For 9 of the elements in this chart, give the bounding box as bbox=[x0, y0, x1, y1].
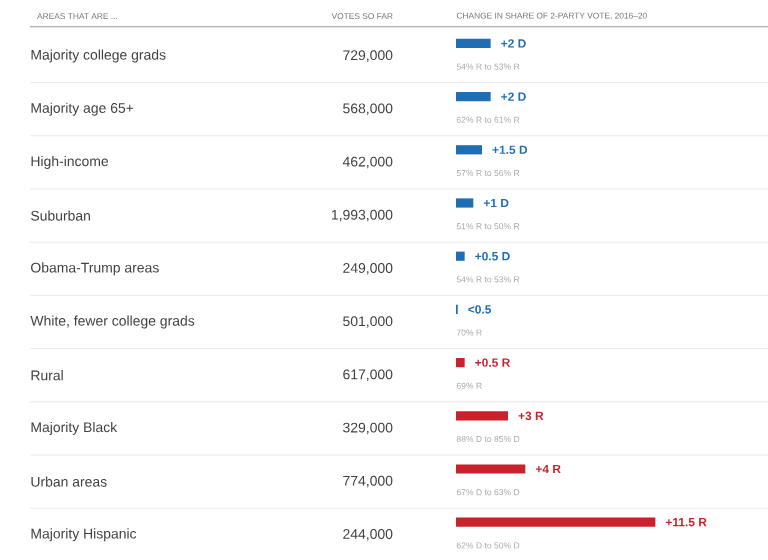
bar bbox=[456, 358, 465, 368]
bar bbox=[456, 411, 508, 421]
bar bbox=[456, 251, 465, 261]
bar bbox=[456, 92, 491, 102]
bar bbox=[456, 517, 656, 527]
bar bbox=[456, 38, 491, 48]
bar bbox=[456, 198, 474, 208]
bar bbox=[456, 145, 482, 155]
bar bbox=[456, 464, 526, 474]
